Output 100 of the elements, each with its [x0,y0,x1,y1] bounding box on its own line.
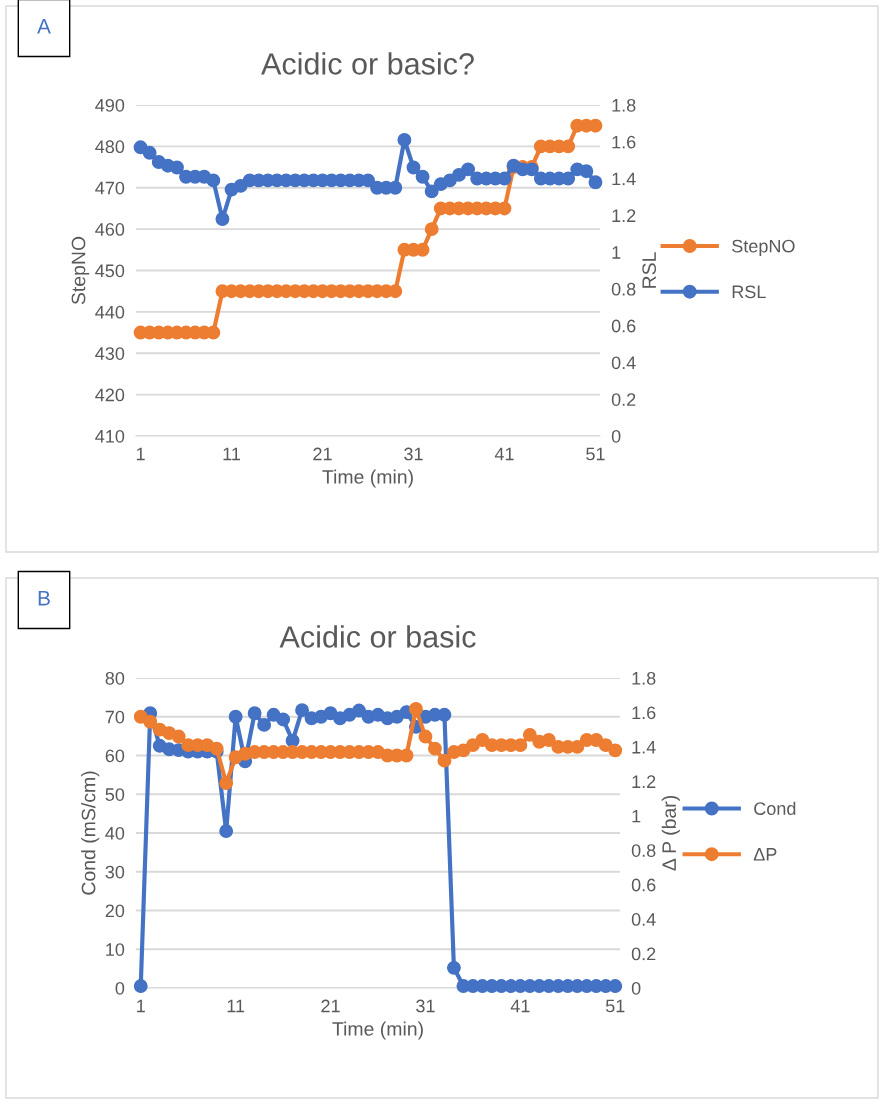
y2-tick-label: 1.6 [612,135,636,149]
y2-tick-label: 1.2 [612,209,636,222]
legend-label: RSL [732,285,766,299]
point [361,173,375,188]
point [588,175,603,190]
y-tick-label: 440 [95,305,125,319]
x-tick-label: 21 [313,447,332,461]
point [497,171,512,186]
point [561,171,576,186]
point [388,284,403,299]
point [608,743,623,758]
y-axis-title: StepNO [71,236,90,305]
x-tick-label: 31 [416,999,435,1013]
y2-tick-label: 1.8 [612,98,636,112]
y2-axis-title: Δ P (bar) [661,796,680,871]
y2-tick-label: 0.2 [631,947,656,961]
y2-tick-label: 1.2 [632,775,656,788]
x-tick-label: 51 [586,447,605,461]
y2-tick-label: 0 [631,981,641,995]
y-tick-label: 80 [105,671,125,685]
point [397,132,412,147]
y-tick-label: 420 [95,388,125,402]
point [561,139,576,154]
y-tick-label: 460 [95,223,125,236]
x-tick-label: 51 [605,999,625,1013]
point [352,703,366,718]
point [446,960,461,975]
point [171,729,186,744]
x-axis-title: Time (min) [322,469,413,488]
point [588,118,603,133]
point [247,706,262,721]
y-tick-label: 480 [95,140,125,154]
point [169,160,184,175]
y2-tick-label: 0.2 [611,393,636,406]
y2-tick-label: 1.4 [612,172,636,186]
y-tick-label: 70 [105,710,125,724]
x-tick-label: 11 [227,999,245,1013]
y-tick-label: 430 [95,347,125,360]
y-tick-label: 10 [106,943,125,956]
x-tick-label: 21 [321,999,340,1013]
point [427,741,442,756]
point [219,824,234,839]
point [579,164,594,179]
legend-label: Cond [754,801,796,815]
point [570,739,585,754]
point [257,717,272,732]
point [276,712,291,727]
y-tick-label: 40 [105,826,125,840]
x-tick-label: 1 [137,999,145,1013]
y-tick-label: 60 [105,749,125,763]
point [142,145,157,160]
y2-tick-label: 1 [632,809,641,823]
y2-tick-label: 0 [611,429,621,443]
text: B [38,591,50,606]
y2-tick-label: 0.6 [611,319,636,333]
point [406,160,421,175]
point [295,703,310,718]
point [415,169,430,184]
y2-tick-label: 0.6 [631,878,656,892]
point [608,979,623,994]
point [461,162,476,177]
x-tick-label: 31 [404,447,423,461]
point [541,733,556,747]
y2-axis-title: RSL [642,252,657,288]
y2-tick-label: 1 [612,246,621,259]
y2-tick-label: 0.8 [631,844,656,857]
point [409,702,423,716]
point [418,729,433,744]
x-tick-label: 11 [223,447,241,461]
y-tick-label: 20 [105,904,125,918]
y-axis-title: Cond (mS/cm) [81,771,100,895]
point [437,753,452,768]
point [228,709,243,724]
y2-tick-label: 1.6 [632,706,656,720]
x-tick-label: 41 [494,447,514,461]
y-tick-label: 50 [105,788,125,801]
x-tick-label: 41 [510,999,530,1013]
y-tick-label: 490 [95,98,125,112]
y2-tick-label: 0.4 [631,913,656,926]
point [522,727,537,742]
chart-title: Acidic or basic [279,625,476,648]
point [206,325,221,340]
y-tick-label: 410 [95,429,125,443]
point [399,748,414,763]
y2-tick-label: 1.8 [632,671,656,685]
point [388,180,403,195]
point [424,222,439,237]
point [133,979,148,994]
y-tick-label: 450 [95,264,125,278]
text: A [37,19,51,34]
x-tick-label: 1 [136,447,145,461]
point [143,714,158,729]
legend-label: StepNO [732,239,795,257]
y2-tick-label: 0.4 [611,356,636,370]
y-tick-label: 470 [95,181,125,195]
point [219,776,234,791]
y2-tick-label: 0.8 [611,282,636,296]
x-axis-title: Time (min) [332,1021,423,1040]
point [497,201,512,216]
point [437,707,452,722]
